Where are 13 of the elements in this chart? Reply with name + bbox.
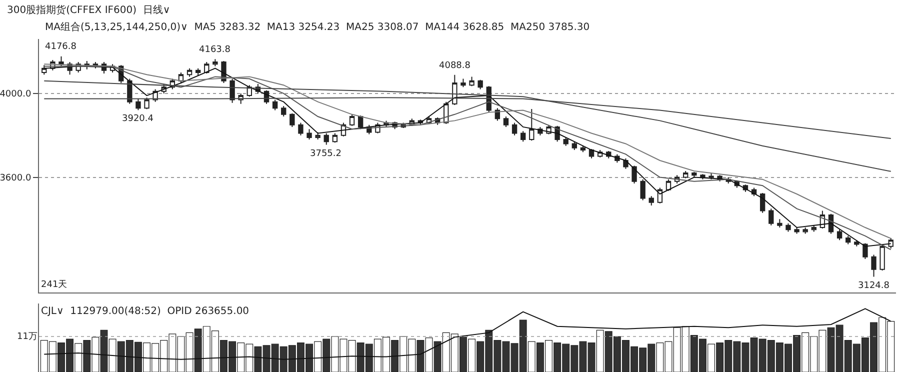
chart-subtitle: MA组合(5,13,25,144,250,0)∨ MA5 3283.32 MA13 3254.23 MA25 3308.07 MA144 3628.85 MA250 3785.30 — [45, 21, 590, 33]
ref-line-label: 11万 — [17, 332, 38, 342]
annotation: 241天 — [41, 279, 68, 290]
annotation: 3124.8 — [858, 281, 890, 291]
annotation: 4163.8 — [199, 45, 231, 55]
annotation: 4176.8 — [45, 42, 77, 52]
y-tick-label: 3600.0 — [0, 173, 32, 184]
annotation: 3755.2 — [310, 149, 342, 159]
chart-title: 300股指期货(CFFEX IF600) 日线∨ — [7, 4, 170, 16]
annotation: 4088.8 — [439, 61, 471, 71]
annotation: 3920.4 — [122, 114, 154, 124]
chart-title: CJL∨ 112979.00(48:52) OPID 263655.00 — [41, 306, 250, 317]
y-tick-label: 4000.0 — [0, 90, 32, 100]
